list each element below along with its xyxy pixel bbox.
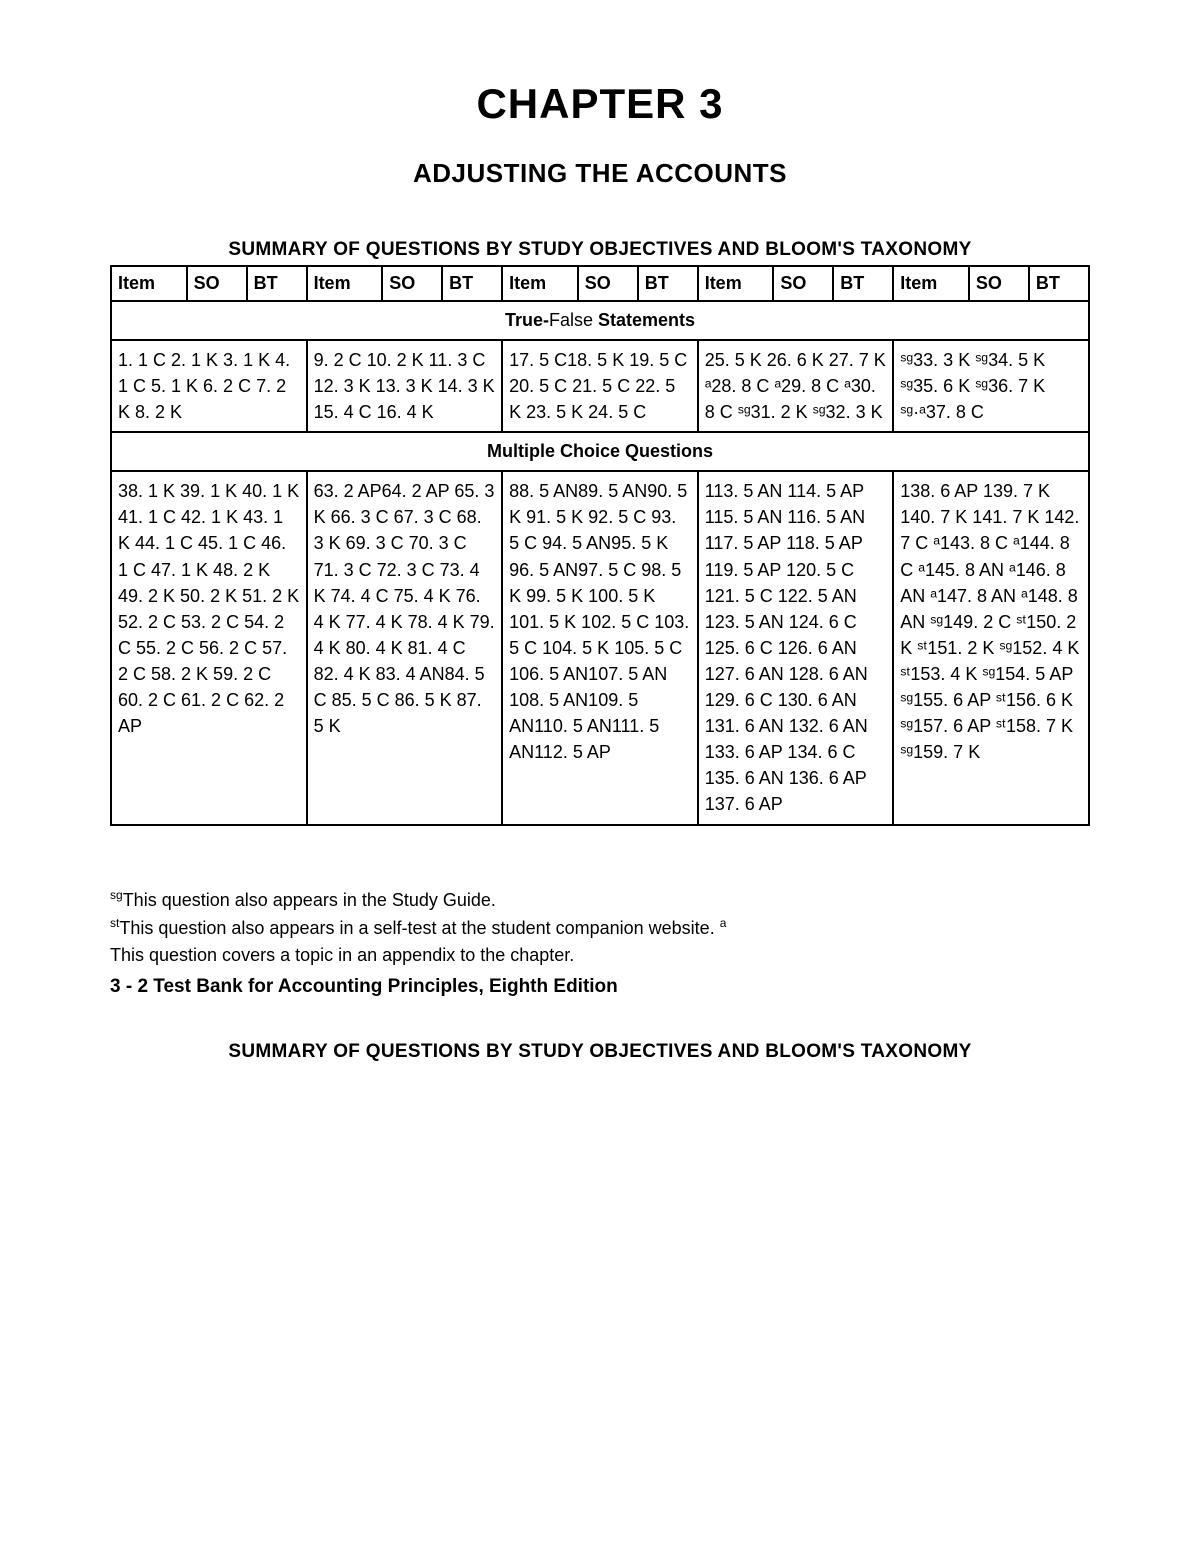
table-title: SUMMARY OF QUESTIONS BY STUDY OBJECTIVES… [110,239,1090,261]
col-header: SO [773,266,833,301]
col-header: Item [502,266,578,301]
footnotes: sgThis question also appears in the Stud… [110,886,1090,1002]
col-header: SO [187,266,247,301]
chapter-title: CHAPTER 3 [110,80,1090,128]
col-header: Item [111,266,187,301]
tf-cell: 1. 1 C 2. 1 K 3. 1 K 4. 1 C 5. 1 K 6. 2 … [111,340,307,432]
footnote-sg: sgThis question also appears in the Stud… [110,886,1090,914]
mc-cell: 38. 1 K 39. 1 K 40. 1 K 41. 1 C 42. 1 K … [111,471,307,824]
section-label: Multiple Choice Questions [487,441,713,461]
tf-data-row: 1. 1 C 2. 1 K 3. 1 K 4. 1 C 5. 1 K 6. 2 … [111,340,1089,432]
summary-table: Item SO BT Item SO BT Item SO BT Item SO… [110,265,1090,826]
mc-cell: 88. 5 AN89. 5 AN90. 5 K 91. 5 K 92. 5 C … [502,471,698,824]
footnote-st: stThis question also appears in a self-t… [110,914,1090,942]
col-header: BT [833,266,893,301]
mc-cell: 113. 5 AN 114. 5 AP 115. 5 AN 116. 5 AN … [698,471,894,824]
col-header: Item [307,266,383,301]
col-header: Item [893,266,969,301]
col-header: BT [638,266,698,301]
book-line: 3 - 2 Test Bank for Accounting Principle… [110,973,1090,1002]
col-header: BT [247,266,307,301]
col-header: SO [969,266,1029,301]
mc-cell: 63. 2 AP64. 2 AP 65. 3 K 66. 3 C 67. 3 C… [307,471,503,824]
tf-cell: ˢᵍ33. 3 K ˢᵍ34. 5 K ˢᵍ35. 6 K ˢᵍ36. 7 K … [893,340,1089,432]
col-header: Item [698,266,774,301]
subtitle: ADJUSTING THE ACCOUNTS [110,158,1090,189]
col-header: BT [442,266,502,301]
header-row: Item SO BT Item SO BT Item SO BT Item SO… [111,266,1089,301]
footnote-text: This question covers a topic in an appen… [110,945,574,965]
page: CHAPTER 3 ADJUSTING THE ACCOUNTS SUMMARY… [0,0,1200,1553]
col-header: SO [382,266,442,301]
footnote-text: This question also appears in the Study … [123,890,496,910]
footnote-text: This question also appears in a self-tes… [119,918,714,938]
tf-cell: 25. 5 K 26. 6 K 27. 7 K ᵃ28. 8 C ᵃ29. 8 … [698,340,894,432]
bottom-title: SUMMARY OF QUESTIONS BY STUDY OBJECTIVES… [110,1041,1090,1063]
tf-cell: 9. 2 C 10. 2 K 11. 3 C 12. 3 K 13. 3 K 1… [307,340,503,432]
tf-cell: 17. 5 C18. 5 K 19. 5 C 20. 5 C 21. 5 C 2… [502,340,698,432]
mc-data-row: 38. 1 K 39. 1 K 40. 1 K 41. 1 C 42. 1 K … [111,471,1089,824]
col-header: SO [578,266,638,301]
col-header: BT [1029,266,1089,301]
section-header-mc: Multiple Choice Questions [111,432,1089,471]
footnote-a: This question covers a topic in an appen… [110,942,1090,969]
mc-cell: 138. 6 AP 139. 7 K 140. 7 K 141. 7 K 142… [893,471,1089,824]
section-header-tf: True-False Statements [111,301,1089,340]
